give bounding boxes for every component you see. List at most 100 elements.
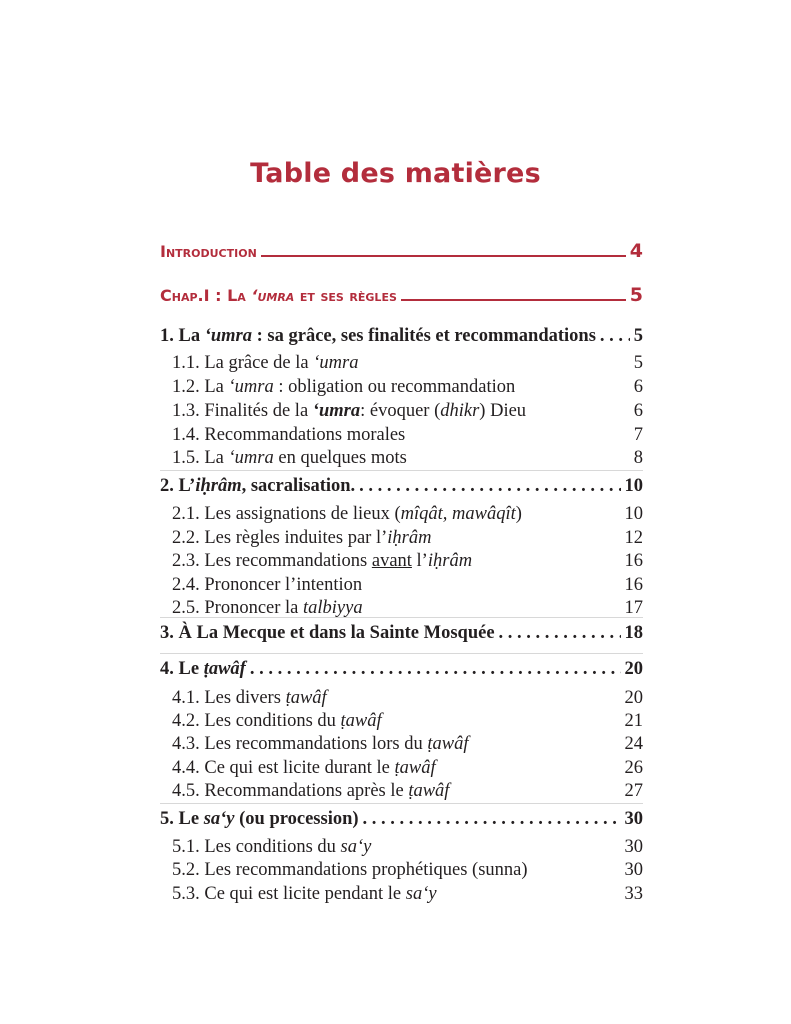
- title-segment: 2.4. Prononcer l’intention: [172, 575, 363, 595]
- toc-entry-title: 1.2. La ‘umra : obligation ou recommanda…: [172, 376, 515, 398]
- toc-entry[interactable]: 4.5. Recommandations après le ṭawâf 27: [172, 780, 643, 802]
- toc-entry[interactable]: 1.3. Finalités de la ‘umra: évoquer (dhi…: [172, 400, 643, 422]
- title-segment: et ses règles: [294, 286, 397, 305]
- title-segment: 1.1. La grâce de la: [172, 353, 314, 373]
- page-number: 4: [629, 240, 643, 262]
- title-segment: ṭawâf: [394, 758, 436, 778]
- page-number: 20: [624, 688, 644, 708]
- toc-entry-title: 1.1. La grâce de la ‘umra: [172, 352, 358, 374]
- title-segment: ṭawâf: [340, 711, 382, 731]
- toc-entry[interactable]: 2.1. Les assignations de lieux (mîqât, m…: [172, 503, 643, 525]
- title-segment: : obligation ou recommandation: [273, 377, 516, 397]
- title-segment: 2.1. Les assignations de lieux (: [172, 504, 401, 524]
- toc-entry-title: 4.2. Les conditions du ṭawâf: [172, 710, 382, 732]
- leader-dots: [600, 325, 630, 347]
- page-number: 6: [633, 377, 643, 397]
- title-segment: 2.2. Les règles induites par l’: [172, 528, 388, 548]
- title-segment: 1. La: [160, 326, 205, 346]
- toc-entry-title: 1. La ‘umra : sa grâce, ses finalités et…: [160, 325, 596, 347]
- toc-entry-title: 5.2. Les recommandations prophétiques (s…: [172, 859, 528, 881]
- toc-entry[interactable]: 1.5. La ‘umra en quelques mots 8: [172, 447, 643, 469]
- toc-entry[interactable]: 2.3. Les recommandations avant l’iḥrâm 16: [172, 550, 643, 572]
- title-segment: 2.5. Prononcer la: [172, 598, 304, 618]
- title-segment: iḥrâm: [387, 528, 432, 548]
- page-number: 30: [624, 809, 644, 829]
- toc-entry[interactable]: 3. À La Mecque et dans la Sainte Mosquée…: [160, 617, 644, 644]
- title-segment: talbiyya: [303, 598, 363, 618]
- page-number: 30: [624, 837, 644, 857]
- toc-entry[interactable]: 1. La ‘umra : sa grâce, ses finalités et…: [160, 325, 643, 347]
- toc-entry[interactable]: 5.3. Ce qui est licite pendant le sa‘y 33: [172, 883, 643, 905]
- leader-dots: [250, 658, 621, 680]
- page-number: 7: [633, 425, 643, 445]
- title-segment: 2. L’: [160, 476, 196, 496]
- page-number: 30: [624, 860, 644, 880]
- title-segment: sa‘y: [340, 837, 372, 857]
- toc-entry-title: 2.2. Les règles induites par l’iḥrâm: [172, 527, 431, 549]
- title-segment: iḥrâm: [427, 551, 473, 571]
- toc-entry-title: 4.4. Ce qui est licite durant le ṭawâf: [172, 757, 436, 779]
- toc-entry[interactable]: 4.4. Ce qui est licite durant le ṭawâf 26: [172, 757, 643, 779]
- toc-entry[interactable]: 1.1. La grâce de la ‘umra 5: [172, 352, 643, 374]
- title-segment: mîqât, mawâqît: [400, 504, 516, 524]
- toc-entry-title: 3. À La Mecque et dans la Sainte Mosquée: [160, 622, 495, 644]
- page-number: 16: [624, 575, 644, 595]
- toc-entry[interactable]: 4.3. Les recommandations lors du ṭawâf 24: [172, 733, 643, 755]
- toc-entry[interactable]: 1.2. La ‘umra : obligation ou recommanda…: [172, 376, 643, 398]
- page-number: 12: [624, 528, 644, 548]
- title-segment: 4.4. Ce qui est licite durant le: [172, 758, 395, 778]
- title-segment: Chap.I : La: [160, 286, 252, 305]
- page-number: 6: [633, 401, 643, 421]
- toc-entry[interactable]: 5.1. Les conditions du sa‘y 30: [172, 836, 643, 858]
- title-segment: 1.5. La: [172, 448, 229, 468]
- toc-entry-title: 1.3. Finalités de la ‘umra: évoquer (dhi…: [172, 400, 526, 422]
- toc-entry[interactable]: 2.4. Prononcer l’intention 16: [172, 574, 643, 596]
- page-number: 10: [624, 476, 644, 496]
- toc-entry-title: 5.1. Les conditions du sa‘y: [172, 836, 371, 858]
- toc-entry[interactable]: Chap.I : La ‘umra et ses règles 5: [160, 284, 643, 307]
- toc-entry[interactable]: 4.1. Les divers ṭawâf 20: [172, 687, 643, 709]
- page-number: 8: [633, 448, 643, 468]
- title-segment: 2.3. Les recommandations: [172, 551, 372, 571]
- title-segment: 1.2. La: [172, 377, 229, 397]
- title-segment: l’: [411, 551, 428, 571]
- page-number: 20: [624, 659, 644, 679]
- title-segment: 4.5. Recommandations après le: [172, 781, 409, 801]
- page-number: 5: [629, 284, 643, 306]
- toc-entry[interactable]: 2.5. Prononcer la talbiyya 17: [172, 597, 643, 619]
- title-segment: 4.2. Les conditions du: [172, 711, 341, 731]
- toc-entry[interactable]: Introduction 4: [160, 240, 643, 263]
- toc-entry-title: 2.4. Prononcer l’intention: [172, 574, 362, 596]
- page-number: 26: [624, 758, 644, 778]
- title-segment: dhikr: [440, 401, 480, 421]
- title-segment: Introduction: [160, 242, 257, 261]
- toc-entry-title: 4. Le ṭawâf: [160, 658, 246, 680]
- title-segment: ): [515, 504, 522, 524]
- title-segment: 1.4. Recommandations morales: [172, 425, 406, 445]
- toc-entry-title: 5.3. Ce qui est licite pendant le sa‘y: [172, 883, 437, 905]
- toc-entry[interactable]: 4. Le ṭawâf 20: [160, 653, 644, 680]
- toc-entry[interactable]: 5.2. Les recommandations prophétiques (s…: [172, 859, 643, 881]
- title-segment: 5.3. Ce qui est licite pendant le: [172, 884, 406, 904]
- toc-entry[interactable]: 2.2. Les règles induites par l’iḥrâm 12: [172, 527, 643, 549]
- title-segment: ‘umra: [228, 448, 274, 468]
- title-segment: ‘umra: [312, 401, 361, 421]
- leader-line: [260, 255, 626, 257]
- leader-dots: [363, 808, 621, 830]
- title-segment: 5. Le: [160, 809, 204, 829]
- title-segment: ‘umra: [228, 377, 274, 397]
- page-title: Table des matières: [250, 158, 541, 190]
- toc-entry[interactable]: 2. L’iḥrâm, sacralisation. 10: [160, 470, 644, 497]
- title-segment: 5.2. Les recommandations prophétiques (s…: [172, 860, 528, 880]
- title-segment: ) Dieu: [479, 401, 527, 421]
- toc-entry[interactable]: 1.4. Recommandations morales 7: [172, 424, 643, 446]
- page-number: 18: [624, 623, 644, 643]
- toc-entry[interactable]: 4.2. Les conditions du ṭawâf 21: [172, 710, 643, 732]
- page-number: 5: [633, 326, 643, 346]
- toc-entry[interactable]: 5. Le sa‘y (ou procession) 30: [160, 803, 644, 830]
- toc-entry-title: 2.3. Les recommandations avant l’iḥrâm: [172, 550, 472, 572]
- toc-entry-title: 4.1. Les divers ṭawâf: [172, 687, 327, 709]
- toc-entry-title: Chap.I : La ‘umra et ses règles: [160, 285, 397, 307]
- page-number: 17: [624, 598, 644, 618]
- page-number: 27: [624, 781, 644, 801]
